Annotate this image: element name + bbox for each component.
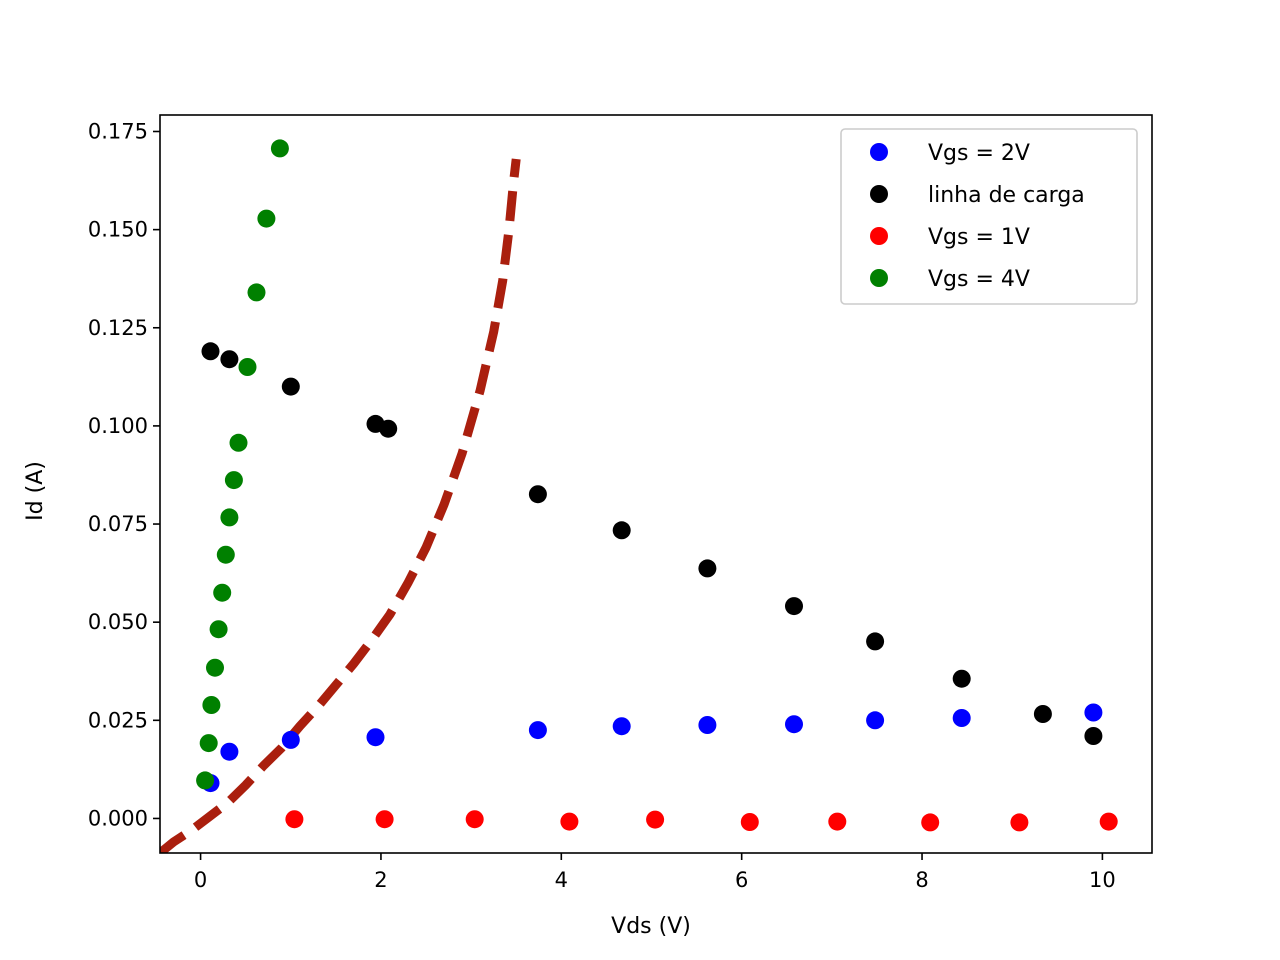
data-point <box>281 377 300 396</box>
data-point <box>612 521 631 540</box>
axes-frame <box>159 114 1153 854</box>
plot-area <box>159 114 1153 854</box>
y-tick-label: 0.100 <box>88 414 148 438</box>
data-point <box>866 632 885 651</box>
series-0 <box>201 703 1103 793</box>
data-point <box>238 358 257 376</box>
series-1 <box>201 342 1103 745</box>
x-axis: 0 2 4 6 8 10 <box>194 853 1116 892</box>
legend-box <box>840 128 1138 305</box>
data-point <box>1033 705 1052 723</box>
legend-label: Vgs = 2V <box>928 141 1030 166</box>
data-point <box>247 283 266 302</box>
data-point <box>612 717 631 736</box>
data-point <box>828 812 847 831</box>
legend: Vgs = 2V linha de carga Vgs = 1V Vgs = 4V <box>840 128 1138 305</box>
data-point <box>785 715 803 734</box>
data-point <box>866 711 885 730</box>
data-point <box>465 810 484 829</box>
x-tick-label: 2 <box>374 868 387 892</box>
data-point <box>560 812 579 831</box>
data-point <box>201 342 220 361</box>
data-point <box>281 730 300 749</box>
data-point <box>209 620 228 639</box>
legend-marker <box>870 143 888 161</box>
y-tick-label: 0.050 <box>88 610 148 634</box>
legend-marker <box>870 185 888 203</box>
data-point <box>229 433 248 452</box>
data-point <box>646 810 665 829</box>
data-point <box>366 728 385 747</box>
x-tick-label: 6 <box>735 868 748 892</box>
dashed-curve <box>160 158 521 853</box>
series-2 <box>285 810 1118 832</box>
data-point <box>196 771 215 790</box>
data-point <box>952 709 971 727</box>
data-point <box>220 742 239 761</box>
data-point <box>224 471 243 490</box>
data-point <box>1099 812 1118 831</box>
y-tick-label: 0.150 <box>88 218 148 242</box>
y-tick-label: 0.025 <box>88 708 148 732</box>
series-3 <box>196 139 289 790</box>
data-point <box>698 716 717 734</box>
data-point <box>375 810 394 829</box>
data-point <box>1084 703 1103 722</box>
y-tick-label: 0.000 <box>88 806 148 830</box>
x-tick-label: 4 <box>555 868 568 892</box>
x-tick-label: 10 <box>1089 868 1116 892</box>
data-point <box>528 721 547 740</box>
data-point <box>698 559 717 578</box>
legend-marker <box>870 269 888 287</box>
data-point <box>952 669 971 688</box>
data-point <box>1010 813 1029 832</box>
data-point <box>740 813 759 831</box>
legend-label: linha de carga <box>928 183 1085 208</box>
data-point <box>528 485 547 504</box>
data-point <box>206 658 224 677</box>
data-point <box>216 545 235 564</box>
data-point <box>921 813 940 832</box>
y-axis: 0.000 0.025 0.050 0.075 0.100 0.125 0.150 0.175 <box>88 119 160 830</box>
data-point <box>220 508 239 527</box>
data-point <box>199 734 218 753</box>
y-axis-label: Id (A) <box>23 461 48 521</box>
x-tick-label: 0 <box>194 868 207 892</box>
data-point <box>1084 727 1103 745</box>
y-tick-label: 0.175 <box>88 119 148 143</box>
x-tick-label: 8 <box>915 868 928 892</box>
data-point <box>379 419 398 438</box>
legend-label: Vgs = 4V <box>928 267 1030 292</box>
legend-label: Vgs = 1V <box>928 225 1030 250</box>
y-tick-label: 0.125 <box>88 316 148 340</box>
legend-marker <box>870 227 888 245</box>
x-axis-label: Vds (V) <box>611 914 691 939</box>
data-point <box>220 350 239 369</box>
data-point <box>202 696 221 714</box>
data-point <box>785 597 803 616</box>
data-point <box>285 810 304 829</box>
data-point <box>257 209 276 228</box>
data-point <box>270 139 289 158</box>
y-tick-label: 0.075 <box>88 512 148 536</box>
data-point <box>213 583 232 602</box>
